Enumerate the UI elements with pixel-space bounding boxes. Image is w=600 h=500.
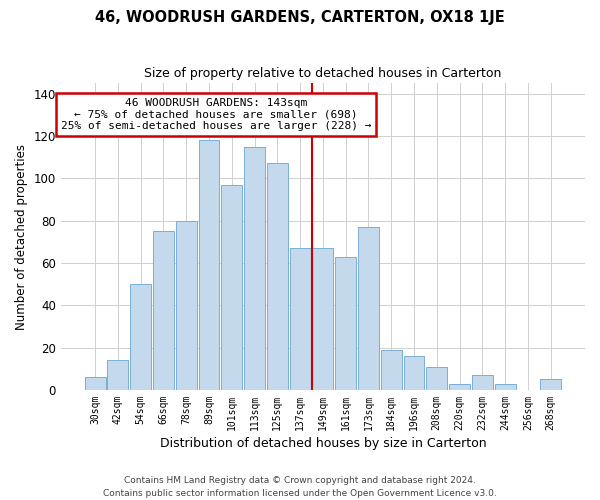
Bar	[427, 366, 447, 390]
Text: 46 WOODRUSH GARDENS: 143sqm
← 75% of detached houses are smaller (698)
25% of se: 46 WOODRUSH GARDENS: 143sqm ← 75% of det…	[61, 98, 371, 131]
Bar	[472, 375, 493, 390]
Bar	[381, 350, 402, 390]
Title: Size of property relative to detached houses in Carterton: Size of property relative to detached ho…	[144, 68, 502, 80]
Bar	[221, 184, 242, 390]
X-axis label: Distribution of detached houses by size in Carterton: Distribution of detached houses by size …	[160, 437, 486, 450]
Bar	[244, 146, 265, 390]
Bar	[153, 231, 174, 390]
Bar	[290, 248, 311, 390]
Bar	[107, 360, 128, 390]
Bar	[267, 164, 288, 390]
Bar	[199, 140, 220, 390]
Text: Contains HM Land Registry data © Crown copyright and database right 2024.
Contai: Contains HM Land Registry data © Crown c…	[103, 476, 497, 498]
Bar	[85, 377, 106, 390]
Bar	[130, 284, 151, 390]
Bar	[449, 384, 470, 390]
Bar	[313, 248, 334, 390]
Bar	[358, 227, 379, 390]
Bar	[540, 380, 561, 390]
Bar	[176, 220, 197, 390]
Y-axis label: Number of detached properties: Number of detached properties	[15, 144, 28, 330]
Bar	[494, 384, 515, 390]
Bar	[335, 256, 356, 390]
Text: 46, WOODRUSH GARDENS, CARTERTON, OX18 1JE: 46, WOODRUSH GARDENS, CARTERTON, OX18 1J…	[95, 10, 505, 25]
Bar	[404, 356, 424, 390]
